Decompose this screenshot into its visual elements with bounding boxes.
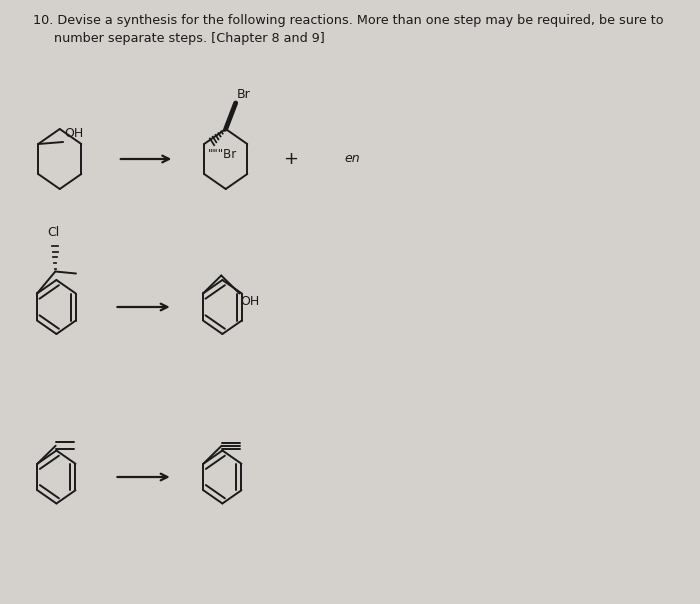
Text: 10. Devise a synthesis for the following reactions. More than one step may be re: 10. Devise a synthesis for the following… — [33, 14, 664, 27]
Text: Cl: Cl — [48, 226, 60, 240]
Text: Br: Br — [237, 88, 250, 101]
Text: number separate steps. [Chapter 8 and 9]: number separate steps. [Chapter 8 and 9] — [54, 32, 325, 45]
Text: OH: OH — [240, 295, 260, 309]
Text: """Br: """Br — [209, 148, 237, 161]
Text: en: en — [344, 152, 360, 165]
Text: +: + — [283, 150, 298, 168]
Text: OH: OH — [64, 127, 83, 140]
